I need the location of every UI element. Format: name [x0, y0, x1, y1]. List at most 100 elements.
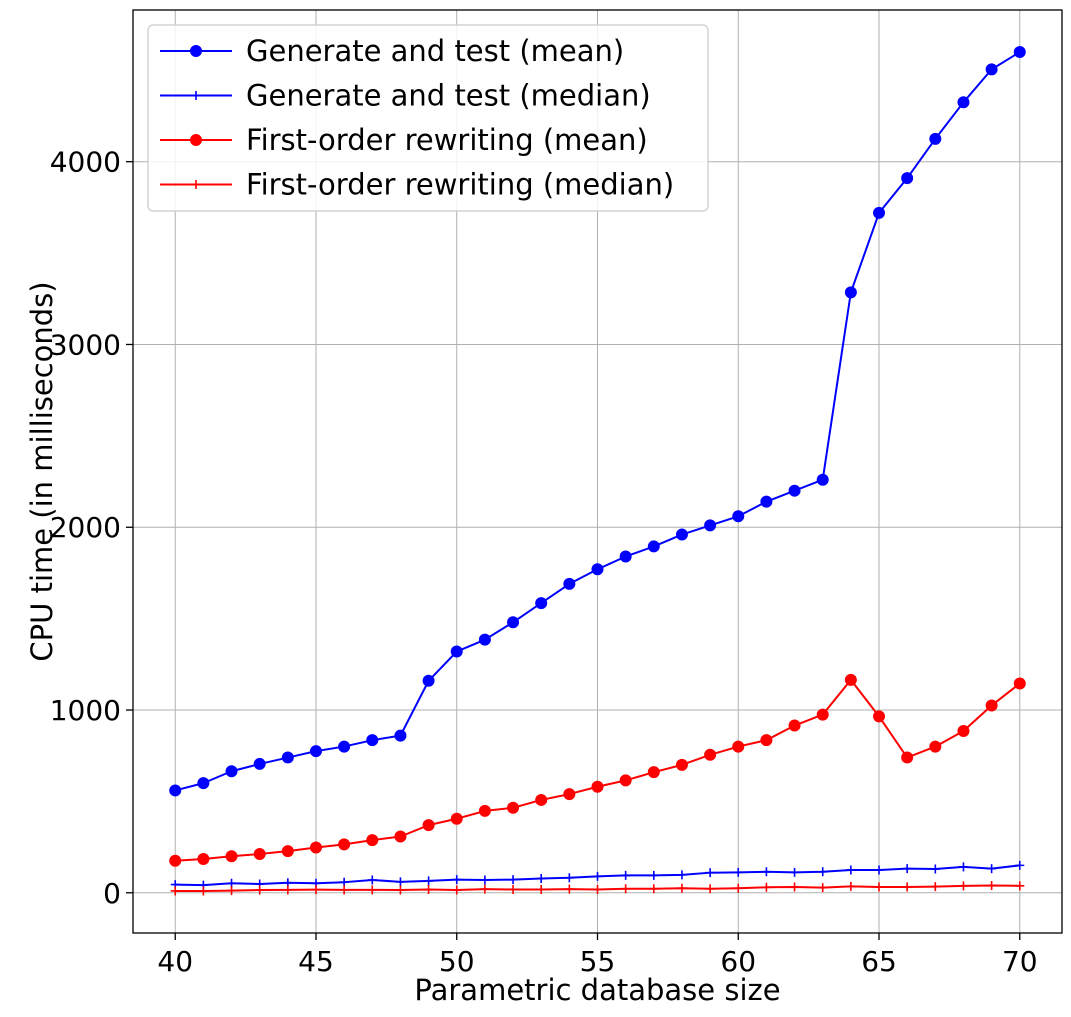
data-point: [873, 710, 886, 723]
data-point: [816, 473, 829, 486]
data-point: [508, 875, 518, 885]
data-point: [732, 740, 745, 753]
data-point: [929, 132, 942, 145]
legend-label: First-order rewriting (mean): [246, 123, 648, 157]
data-point: [760, 734, 773, 747]
data-point: [677, 870, 687, 880]
data-point: [790, 867, 800, 877]
data-point: [366, 834, 379, 847]
legend-marker: [190, 45, 202, 57]
data-point: [649, 884, 659, 894]
data-point: [197, 777, 210, 790]
data-point: [1013, 46, 1026, 59]
x-tick-label: 50: [439, 945, 475, 978]
data-point: [394, 830, 407, 843]
legend: Generate and test (mean) Generate and tes…: [147, 24, 709, 212]
data-point: [901, 751, 914, 764]
data-point: [621, 870, 631, 880]
data-point: [564, 873, 574, 883]
data-point: [536, 885, 546, 894]
data-point: [422, 819, 435, 832]
data-point: [563, 788, 576, 801]
y-tick-label: 3000: [50, 328, 121, 361]
data-point: [902, 882, 912, 892]
data-point: [452, 885, 462, 895]
data-point: [591, 563, 604, 576]
series-2: [169, 673, 1026, 867]
data-point: [1015, 860, 1025, 870]
data-point: [957, 96, 970, 109]
data-point: [225, 765, 238, 778]
data-point: [874, 882, 884, 892]
data-point: [536, 874, 546, 884]
data-point: [507, 616, 520, 629]
data-point: [227, 886, 237, 896]
data-point: [281, 845, 294, 858]
data-point: [367, 875, 377, 885]
data-point: [480, 884, 490, 894]
data-point: [958, 862, 968, 872]
data-point: [788, 719, 801, 732]
data-point: [705, 884, 715, 894]
data-point: [987, 864, 997, 874]
data-point: [902, 864, 912, 874]
data-point: [452, 875, 462, 885]
axis-ticks: 40 45 50 55 60 65 70 0 1000 2000 3000 4000: [50, 146, 1038, 978]
data-point: [253, 757, 266, 770]
data-point: [366, 734, 379, 747]
data-point: [1013, 677, 1026, 690]
data-point: [930, 864, 940, 874]
data-point: [339, 885, 349, 895]
data-point: [309, 841, 322, 854]
data-point: [675, 528, 688, 541]
legend-label: Generate and test (median): [246, 79, 651, 113]
y-axis-label: CPU time (in milliseconds): [25, 281, 59, 661]
data-point: [1015, 881, 1025, 891]
x-tick-label: 45: [298, 945, 334, 978]
data-point: [874, 865, 884, 875]
data-point: [507, 801, 520, 814]
data-point: [930, 882, 940, 892]
legend-marker: [191, 91, 201, 100]
data-point: [339, 877, 349, 887]
data-point: [677, 883, 687, 893]
data-point: [704, 519, 717, 532]
y-tick-label: 2000: [50, 511, 121, 544]
data-point: [395, 877, 405, 887]
legend-box: [147, 24, 709, 212]
data-point: [422, 674, 435, 687]
data-point: [593, 885, 602, 894]
data-point: [985, 699, 998, 712]
data-point: [704, 748, 717, 761]
data-point: [535, 793, 548, 806]
data-point: [169, 784, 182, 797]
legend-label: Generate and test (mean): [246, 34, 624, 68]
data-point: [478, 633, 491, 646]
data-point: [846, 881, 856, 891]
legend-label: First-order rewriting (median): [246, 168, 674, 202]
data-point: [901, 172, 914, 185]
series-layer: [169, 46, 1026, 896]
data-point: [761, 882, 771, 892]
series-3: [170, 880, 1025, 896]
data-point: [253, 848, 266, 861]
x-tick-label: 60: [720, 945, 756, 978]
data-point: [197, 852, 210, 865]
data-point: [255, 885, 265, 895]
data-point: [818, 883, 828, 893]
data-point: [311, 885, 321, 895]
data-point: [733, 867, 743, 877]
data-point: [621, 884, 631, 894]
data-point: [733, 883, 743, 893]
data-point: [844, 673, 857, 686]
data-point: [732, 510, 745, 523]
data-point: [844, 286, 857, 299]
data-point: [873, 206, 886, 219]
data-point: [761, 867, 771, 877]
data-point: [281, 751, 294, 764]
data-point: [957, 725, 970, 738]
x-tick-label: 55: [580, 945, 616, 978]
data-point: [169, 854, 182, 867]
x-tick-label: 70: [1002, 945, 1038, 978]
